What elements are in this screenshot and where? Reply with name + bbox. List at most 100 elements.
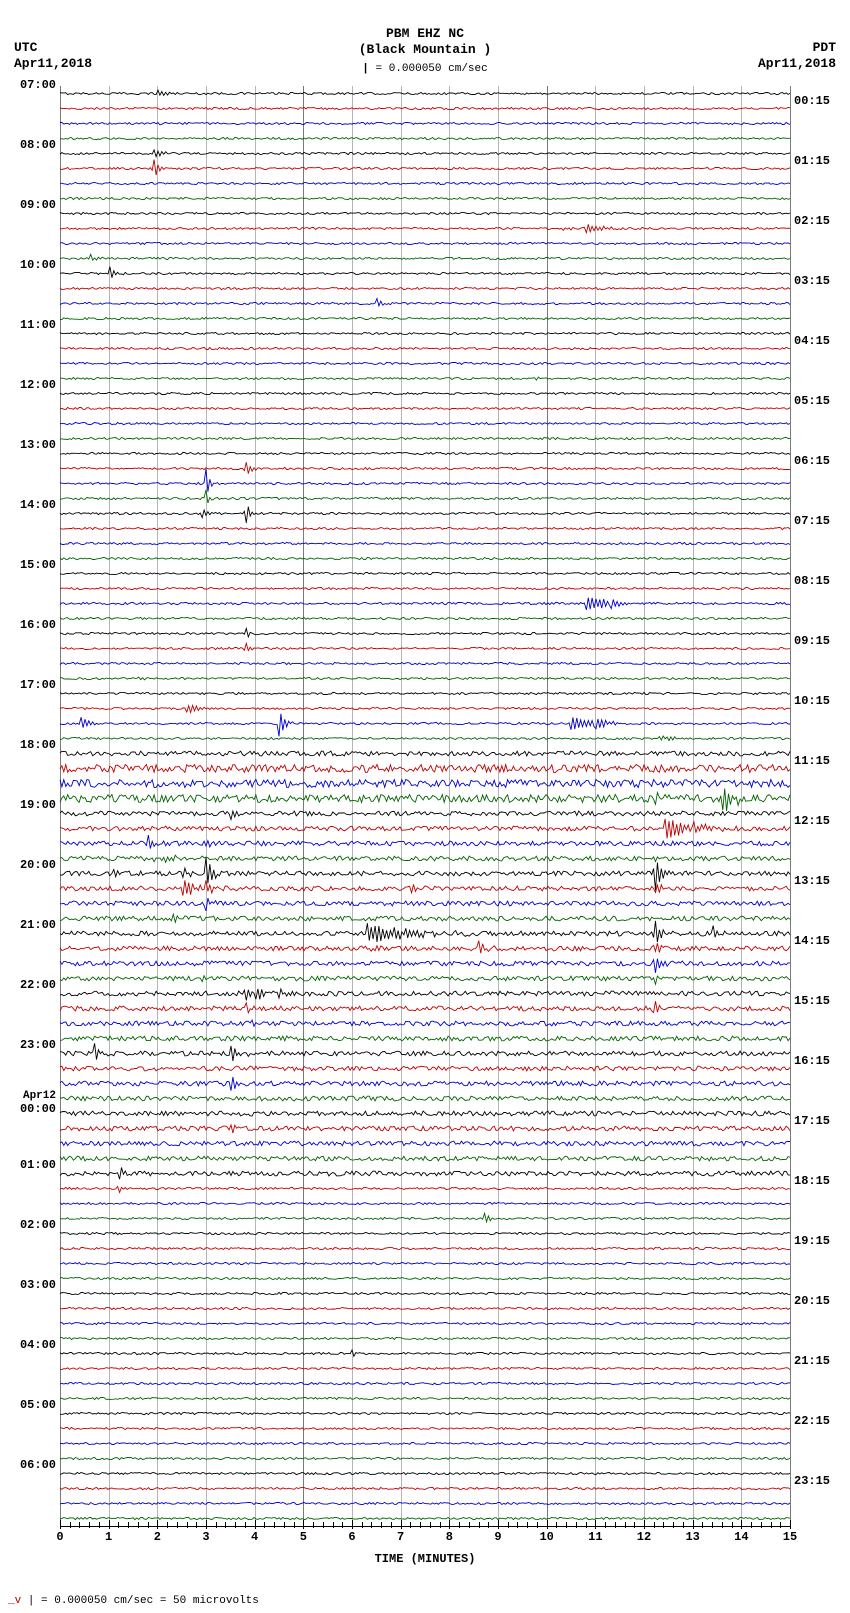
trace-row xyxy=(60,176,790,191)
left-time-label: 12:00 xyxy=(10,378,56,392)
right-time-label: 11:15 xyxy=(794,754,840,768)
trace-row xyxy=(60,1031,790,1046)
left-time-label: 07:00 xyxy=(10,78,56,92)
x-tick-minor xyxy=(333,1522,334,1528)
trace-row xyxy=(60,491,790,506)
trace-row: 16:00 xyxy=(60,626,790,641)
right-time-label: 09:15 xyxy=(794,634,840,648)
tz-right-label: PDT xyxy=(813,40,836,55)
trace-row xyxy=(60,1151,790,1166)
x-tick-minor xyxy=(556,1522,557,1528)
right-time-label: 22:15 xyxy=(794,1414,840,1428)
trace-row: 04:00 xyxy=(60,1346,790,1361)
trace-line xyxy=(60,1226,790,1241)
trace-line xyxy=(60,1181,790,1196)
trace-row xyxy=(60,416,790,431)
helicorder-plot: 07:0000:1508:0001:1509:0002:1510:0003:15… xyxy=(60,86,790,1526)
trace-row xyxy=(60,596,790,611)
trace-row xyxy=(60,476,790,491)
trace-line xyxy=(60,596,790,611)
x-tick-label: 5 xyxy=(300,1530,307,1544)
trace-line xyxy=(60,536,790,551)
trace-line xyxy=(60,701,790,716)
trace-row: 18:00 xyxy=(60,746,790,761)
x-tick-label: 4 xyxy=(251,1530,258,1544)
trace-line xyxy=(60,401,790,416)
trace-row xyxy=(60,1316,790,1331)
right-time-label: 17:15 xyxy=(794,1114,840,1128)
x-tick-label: 1 xyxy=(105,1530,112,1544)
trace-row xyxy=(60,671,790,686)
x-tick-minor xyxy=(430,1522,431,1528)
left-time-label: 05:00 xyxy=(10,1398,56,1412)
x-tick-major xyxy=(157,1520,158,1529)
trace-row: 10:00 xyxy=(60,266,790,281)
trace-line xyxy=(60,866,790,881)
trace-line xyxy=(60,1271,790,1286)
x-tick-major xyxy=(595,1520,596,1529)
right-time-label: 02:15 xyxy=(794,214,840,228)
trace-line xyxy=(60,1241,790,1256)
left-time-label: Apr1200:00 xyxy=(10,1090,56,1116)
x-axis-label: TIME (MINUTES) xyxy=(375,1552,476,1566)
trace-line xyxy=(60,746,790,761)
trace-line xyxy=(60,491,790,506)
trace-line xyxy=(60,356,790,371)
trace-row: 12:15 xyxy=(60,821,790,836)
x-tick-minor xyxy=(79,1522,80,1528)
trace-line xyxy=(60,821,790,836)
x-tick-minor xyxy=(586,1522,587,1528)
x-tick-label: 15 xyxy=(783,1530,797,1544)
x-tick-major xyxy=(303,1520,304,1529)
right-time-label: 19:15 xyxy=(794,1234,840,1248)
left-time-label: 03:00 xyxy=(10,1278,56,1292)
trace-line xyxy=(60,1151,790,1166)
trace-row: 23:00 xyxy=(60,1046,790,1061)
x-tick-label: 14 xyxy=(734,1530,748,1544)
trace-line xyxy=(60,1001,790,1016)
left-time-label: 17:00 xyxy=(10,678,56,692)
x-tick-minor xyxy=(264,1522,265,1528)
trace-line xyxy=(60,1466,790,1481)
left-time-label: 15:00 xyxy=(10,558,56,572)
x-tick-label: 6 xyxy=(348,1530,355,1544)
trace-row: 11:00 xyxy=(60,326,790,341)
trace-line xyxy=(60,1166,790,1181)
trace-row xyxy=(60,1376,790,1391)
x-tick-label: 11 xyxy=(588,1530,602,1544)
x-tick-minor xyxy=(605,1522,606,1528)
trace-row xyxy=(60,1196,790,1211)
trace-line xyxy=(60,941,790,956)
right-time-label: 06:15 xyxy=(794,454,840,468)
trace-row xyxy=(60,731,790,746)
trace-line xyxy=(60,971,790,986)
trace-line xyxy=(60,1451,790,1466)
trace-row: 10:15 xyxy=(60,701,790,716)
trace-line xyxy=(60,1121,790,1136)
x-tick-minor xyxy=(118,1522,119,1528)
trace-row xyxy=(60,1136,790,1151)
trace-row xyxy=(60,1511,790,1526)
trace-row: 14:15 xyxy=(60,941,790,956)
trace-row xyxy=(60,971,790,986)
x-tick-major xyxy=(449,1520,450,1529)
right-time-label: 20:15 xyxy=(794,1294,840,1308)
x-tick-minor xyxy=(673,1522,674,1528)
date-right-label: Apr11,2018 xyxy=(758,56,836,71)
trace-line xyxy=(60,1346,790,1361)
trace-line xyxy=(60,911,790,926)
left-time-label: 18:00 xyxy=(10,738,56,752)
trace-line xyxy=(60,1391,790,1406)
x-tick-label: 9 xyxy=(494,1530,501,1544)
trace-row xyxy=(60,1076,790,1091)
x-tick-minor xyxy=(469,1522,470,1528)
trace-line xyxy=(60,686,790,701)
x-tick-minor xyxy=(702,1522,703,1528)
trace-row xyxy=(60,131,790,146)
x-tick-minor xyxy=(722,1522,723,1528)
left-time-label: 19:00 xyxy=(10,798,56,812)
trace-line xyxy=(60,1076,790,1091)
trace-row: 22:00 xyxy=(60,986,790,1001)
left-time-label: 14:00 xyxy=(10,498,56,512)
trace-row: 15:15 xyxy=(60,1001,790,1016)
